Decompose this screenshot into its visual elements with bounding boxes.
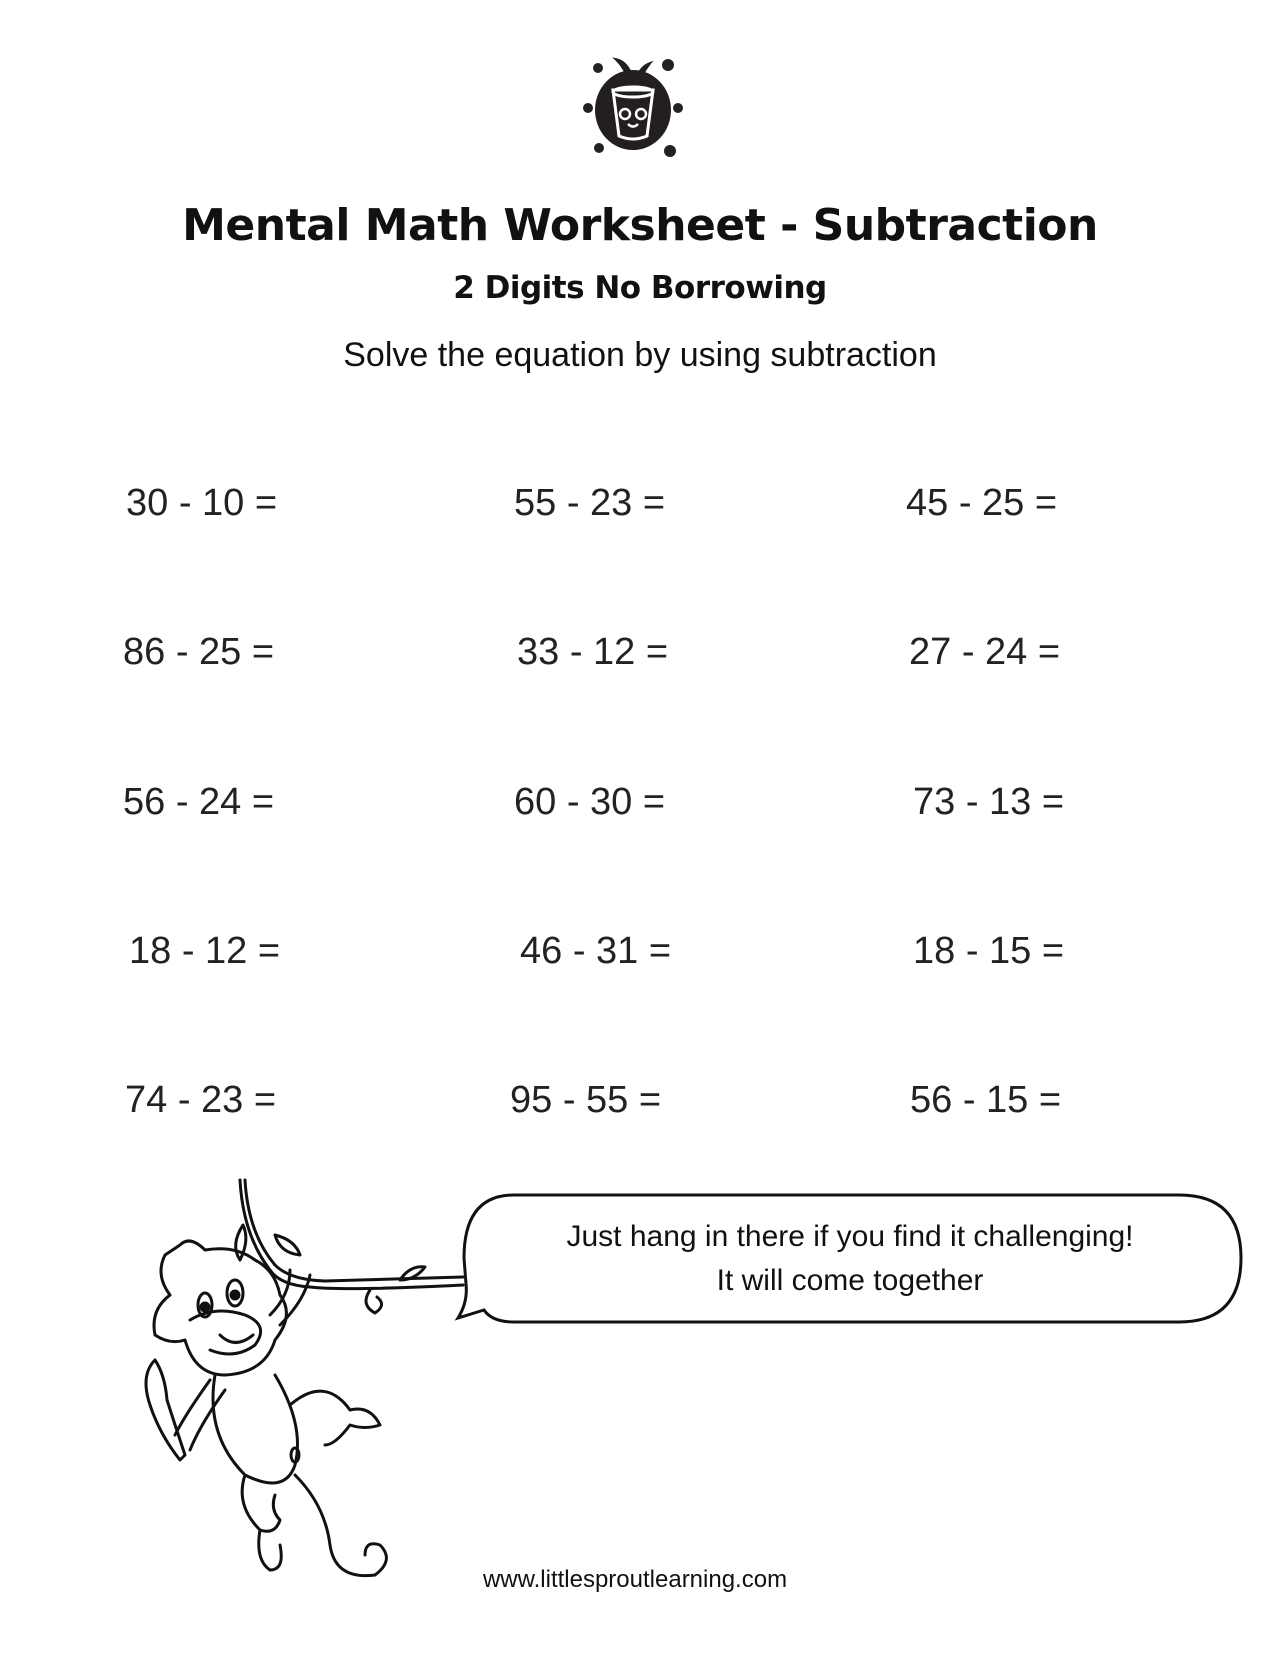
problem: 73 - 13 =	[913, 781, 1065, 823]
problem: 74 - 23 =	[125, 1079, 277, 1121]
problem: 33 - 12 =	[517, 631, 669, 673]
worksheet-title: Mental Math Worksheet - Subtraction	[182, 200, 1098, 251]
problem: 55 - 23 =	[514, 482, 666, 524]
monkey-illustration	[144, 1178, 465, 1578]
speech-bubble-line-1: Just hang in there if you find it challe…	[566, 1220, 1134, 1253]
instructions: Solve the equation by using subtraction	[343, 336, 937, 374]
problem: 60 - 30 =	[514, 781, 666, 823]
problem: 18 - 15 =	[913, 930, 1065, 972]
problem: 45 - 25 =	[906, 482, 1058, 524]
sprout-pot-logo-icon	[583, 57, 683, 157]
problem: 18 - 12 =	[129, 930, 281, 972]
problem: 27 - 24 =	[909, 631, 1061, 673]
problem: 56 - 15 =	[910, 1079, 1062, 1121]
speech-bubble	[454, 1193, 1243, 1324]
problem: 30 - 10 =	[126, 482, 278, 524]
problem: 95 - 55 =	[510, 1079, 662, 1121]
problem: 86 - 25 =	[123, 631, 275, 673]
problem: 46 - 31 =	[520, 930, 672, 972]
website-url: www.littlesproutlearning.com	[482, 1566, 788, 1593]
worksheet-subtitle: 2 Digits No Borrowing	[453, 270, 827, 306]
speech-bubble-line-2: It will come together	[716, 1264, 984, 1297]
problem: 56 - 24 =	[123, 781, 275, 823]
